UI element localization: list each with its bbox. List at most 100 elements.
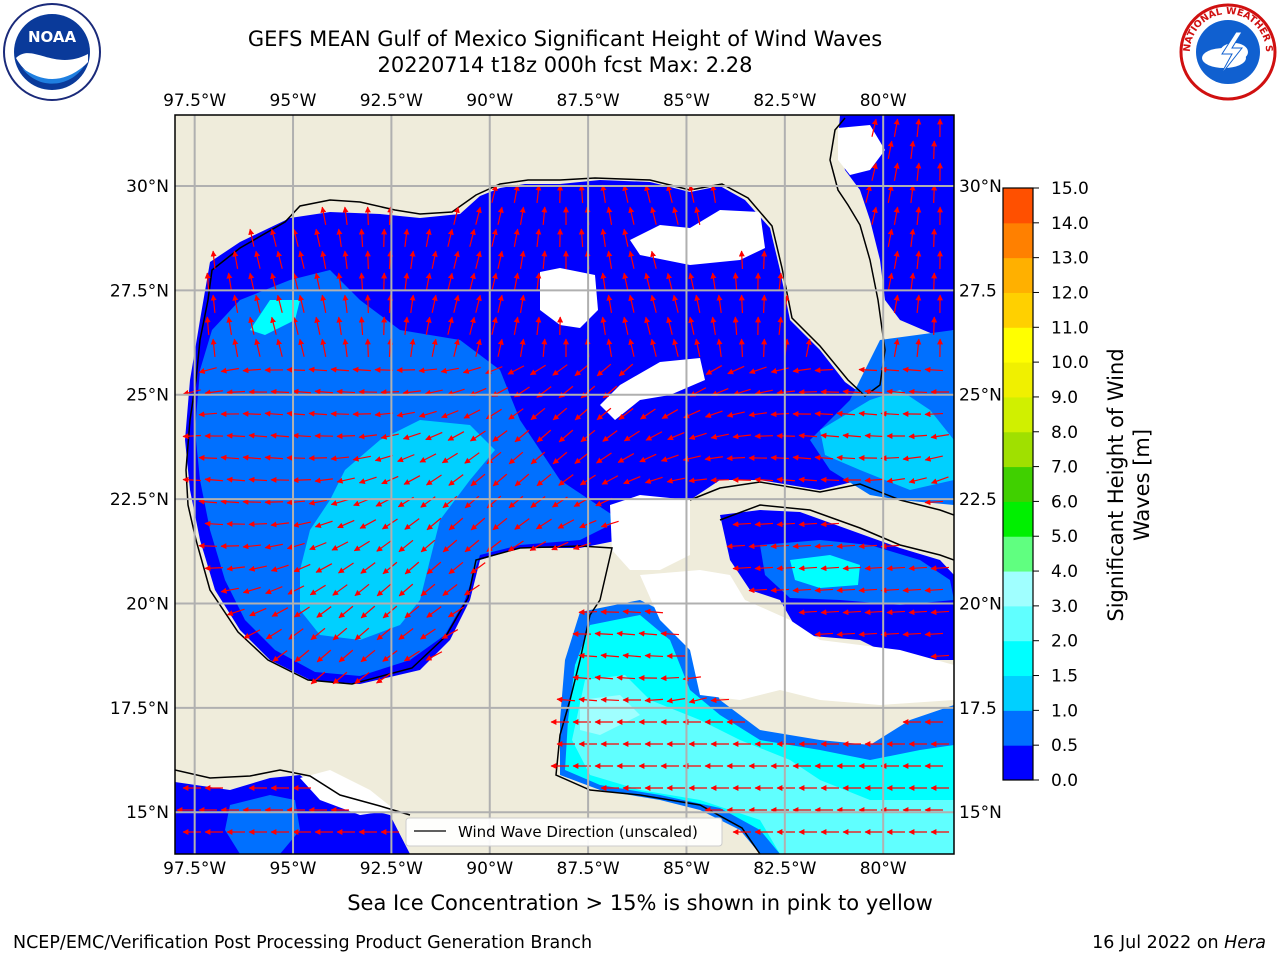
lat-tick-label-left: 27.5°N — [110, 281, 169, 301]
wave-direction-arrow — [507, 365, 525, 375]
colorbar-swatch — [1003, 292, 1033, 328]
wave-direction-arrow — [292, 272, 299, 291]
wave-direction-arrow — [442, 539, 458, 553]
colorbar-tick-label: 14.0 — [1051, 214, 1089, 234]
wave-direction-arrow — [536, 429, 552, 443]
wave-direction-arrow — [792, 367, 811, 374]
lon-tick-label-top: 85°W — [663, 91, 710, 111]
wave-direction-arrow — [893, 250, 900, 269]
wave-direction-arrow — [902, 455, 922, 462]
wave-direction-arrow — [270, 564, 289, 572]
wave-direction-arrow — [387, 338, 394, 358]
graticule — [175, 115, 954, 854]
wave-direction-arrow — [314, 520, 333, 528]
wave-direction-arrow — [909, 228, 916, 248]
colorbar-tick-label: 0.0 — [1051, 771, 1078, 791]
wave-direction-arrow — [931, 316, 938, 336]
wave-direction-arrow — [265, 586, 283, 595]
wave-direction-arrow — [352, 455, 371, 462]
wave-direction-arrow — [354, 627, 370, 641]
wave-direction-arrow — [314, 477, 334, 484]
wave-direction-arrow — [606, 338, 613, 357]
wave-direction-arrow — [650, 338, 657, 357]
wave-direction-arrow — [336, 477, 355, 484]
wave-direction-arrow — [666, 316, 673, 335]
wave-direction-arrow — [865, 184, 872, 203]
wave-direction-arrow — [320, 294, 327, 313]
wave-direction-arrow — [198, 367, 217, 374]
wave-direction-arrow — [337, 562, 354, 574]
wave-direction-arrow — [243, 629, 261, 639]
wave-direction-arrow — [871, 118, 878, 137]
wave-direction-arrow — [381, 475, 399, 485]
colorbar-tick-label: 1.5 — [1051, 667, 1078, 687]
wave-direction-arrow — [535, 184, 542, 204]
wave-direction-arrow — [475, 294, 482, 313]
wave-direction-arrow — [342, 294, 349, 314]
no-data-patch — [610, 495, 690, 570]
lon-ticks-bottom: 97.5°W 95°W 92.5°W 90°W 87.5°W 85°W 82.5°W 80°W — [163, 859, 907, 879]
wave-direction-arrow — [748, 587, 768, 594]
lon-tick-label-bottom: 97.5°W — [163, 859, 226, 879]
wave-direction-arrow — [204, 476, 224, 483]
wave-direction-arrow — [727, 365, 745, 375]
wave-direction-arrow — [514, 429, 530, 443]
wave-direction-arrow — [248, 432, 268, 439]
wave-direction-arrow — [628, 206, 635, 225]
wave-direction-arrow — [420, 628, 436, 640]
wave-direction-arrow — [748, 543, 768, 550]
wave-direction-arrow — [338, 649, 354, 663]
wave-direction-arrow — [204, 565, 224, 572]
wave-direction-arrow — [667, 431, 685, 441]
wave-direction-arrow — [645, 431, 663, 441]
wave-direction-arrow — [242, 454, 262, 461]
wave-direction-arrow — [182, 433, 202, 440]
wave-direction-arrow — [242, 410, 262, 417]
wave-direction-arrow — [574, 452, 590, 464]
wave-direction-arrow — [622, 608, 642, 615]
wave-direction-arrow — [574, 407, 590, 421]
wave-direction-arrow — [596, 363, 612, 377]
wave-direction-arrow — [871, 162, 878, 181]
wave-direction-arrow — [887, 140, 894, 159]
no-data-patch — [630, 210, 765, 265]
lat-tick-label-left: 30°N — [126, 177, 169, 197]
wave-direction-arrow — [644, 697, 664, 704]
lon-ticks-top: 97.5°W 95°W 92.5°W 90°W 87.5°W 85°W 82.5°W 80°W — [163, 91, 907, 111]
wave-direction-arrow — [381, 272, 388, 292]
wave-direction-arrow — [491, 184, 498, 203]
colorbar-tick-label: 6.0 — [1051, 492, 1078, 512]
colorbar-tick-label: 1.0 — [1051, 701, 1078, 721]
wave-direction-arrow — [754, 433, 774, 440]
wave-direction-arrow — [374, 366, 394, 373]
wave-direction-arrow — [462, 366, 481, 374]
wave-direction-arrow — [738, 294, 745, 314]
wave-direction-arrow — [398, 539, 414, 553]
wave-direction-arrow — [286, 410, 306, 417]
wave-direction-arrow — [574, 363, 590, 377]
colorbar-swatch — [1003, 745, 1033, 781]
wave-direction-arrow — [359, 519, 377, 529]
wave-direction-arrow — [754, 521, 774, 528]
wave-direction-arrow — [644, 608, 664, 615]
wave-direction-arrow — [519, 250, 526, 269]
wave-direction-arrow — [622, 272, 629, 291]
wave-direction-arrow — [447, 606, 464, 618]
wave-direction-arrow — [382, 561, 398, 575]
wave-direction-arrow — [519, 294, 526, 313]
wave-direction-arrow — [396, 411, 415, 418]
wave-direction-arrow — [298, 338, 305, 357]
wave-direction-arrow — [286, 454, 306, 461]
wave-direction-arrow — [364, 338, 371, 358]
colorbar-swatch — [1003, 605, 1033, 642]
wave-direction-arrow — [776, 476, 796, 483]
wave-direction-arrow — [354, 672, 370, 684]
colorbar-swatch — [1003, 431, 1033, 468]
wave-direction-arrow — [552, 364, 568, 376]
wave-direction-arrow — [650, 294, 657, 313]
lon-tick-label-top: 92.5°W — [360, 91, 423, 111]
wave-direction-arrow — [688, 316, 695, 335]
wave-direction-arrow — [232, 294, 239, 313]
wave-direction-arrow — [616, 674, 636, 681]
wave-direction-arrow — [814, 631, 834, 638]
